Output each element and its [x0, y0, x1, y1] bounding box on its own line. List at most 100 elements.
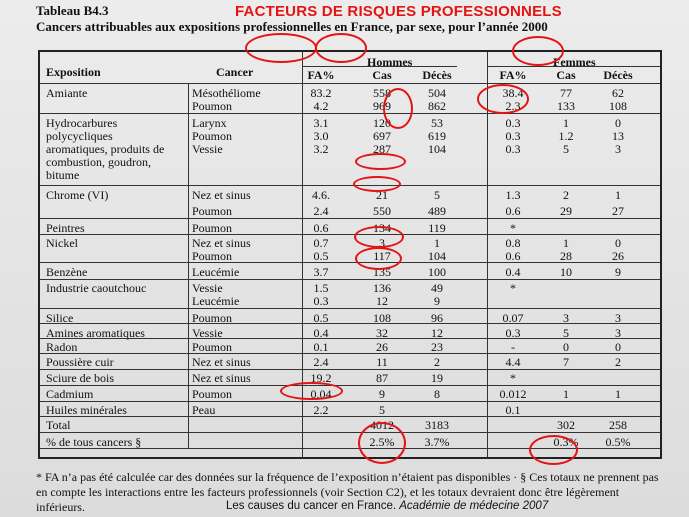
table-cell-h-deces: 862 — [428, 99, 446, 113]
table-cell-cancer: Leucémie — [192, 294, 240, 308]
table-cell-f-deces: 0.5% — [605, 435, 631, 449]
table-cell-exposition: % de tous cancers § — [46, 435, 142, 449]
table-cell-h-fa: 3.7 — [313, 265, 329, 279]
table-cell-h-cas: 108 — [373, 311, 391, 325]
table-rule — [40, 323, 660, 324]
table-cell-exposition: Peintres — [46, 221, 85, 235]
source-citation: Les causes du cancer en France. Académie… — [226, 500, 548, 512]
table-cell-exposition: Poussière cuir — [46, 355, 114, 369]
table-cell-h-deces: 489 — [428, 204, 446, 218]
table-cell-h-deces: 23 — [431, 340, 443, 354]
table-cell-h-deces: 53 — [431, 116, 443, 130]
table-cell-h-cas: 87 — [376, 371, 388, 385]
table-cell-h-deces: 1 — [434, 236, 440, 250]
table-cell-cancer: Vessie — [192, 281, 223, 295]
table-cell-h-deces: 119 — [428, 221, 446, 235]
table-cell-f-cas: 0 — [563, 340, 569, 354]
table-cell-exposition: Cadmium — [46, 387, 94, 401]
table-cell-cancer: Poumon — [192, 311, 233, 325]
table-cell-h-cas: 287 — [373, 142, 391, 156]
header-exposition: Exposition — [46, 65, 101, 79]
table-cell-h-deces: 49 — [431, 281, 443, 295]
table-cell-h-cas: 32 — [376, 326, 388, 340]
table-cell-f-cas: 1 — [563, 387, 569, 401]
table-cell-h-cas: 3 — [379, 236, 385, 250]
table-rule — [40, 185, 660, 186]
table-cell-h-cas: 117 — [373, 249, 391, 263]
table-cell-f-fa: 0.3 — [505, 142, 521, 156]
table-rule — [302, 66, 457, 67]
table-rule — [40, 432, 660, 433]
table-cell-h-deces: 12 — [431, 326, 443, 340]
table-cell-f-fa: 0.07 — [502, 311, 524, 325]
table-cell-exposition: Amiante — [46, 86, 88, 100]
table-cell-h-fa: 3.2 — [313, 142, 329, 156]
table-rule — [302, 52, 303, 457]
header-f-fa: FA% — [499, 68, 527, 82]
table-cell-f-deces: 27 — [612, 204, 624, 218]
table-cell-h-cas: 5 — [379, 403, 385, 417]
table-rule — [40, 448, 660, 449]
table-cell-exposition: combustion, goudron, — [46, 155, 151, 169]
table-cell-h-deces: 5 — [434, 188, 440, 202]
header-hommes: Hommes — [367, 55, 413, 69]
table-cell-f-fa: * — [510, 371, 516, 385]
table-cell-f-cas: 28 — [560, 249, 572, 263]
table-cell-f-deces: 62 — [612, 86, 624, 100]
table-cell-h-fa: 0.6 — [313, 221, 329, 235]
table-cell-h-cas: 21 — [376, 188, 388, 202]
table-cell-h-fa: 2.2 — [313, 403, 329, 417]
table-cell-h-fa: 4.6. — [312, 188, 330, 202]
table-cell-h-deces: 504 — [428, 86, 446, 100]
table-cell-cancer: Vessie — [192, 142, 223, 156]
table-subtitle: Cancers attribuables aux expositions pro… — [36, 19, 548, 34]
table-rule — [40, 113, 660, 114]
table-cell-h-fa: 0.5 — [313, 249, 329, 263]
table-cell-f-fa: 0.6 — [505, 249, 521, 263]
table-cell-cancer: Poumon — [192, 221, 233, 235]
slide-title: FACTEURS DE RISQUES PROFESSIONNELS — [235, 3, 562, 20]
table-cell-h-cas: 2.5% — [369, 435, 395, 449]
table-cell-h-cas: 12 — [376, 294, 388, 308]
table-cell-h-cas: 4012 — [370, 418, 394, 432]
table-rule — [40, 353, 660, 354]
table-cell-f-deces: 1 — [615, 188, 621, 202]
table-cell-exposition: Industrie caoutchouc — [46, 281, 147, 295]
table-cell-h-fa: 2.4 — [313, 204, 329, 218]
table-cell-f-fa: 0.1 — [505, 403, 521, 417]
table-cell-exposition: Radon — [46, 340, 78, 354]
table-rule — [40, 416, 660, 417]
table-cell-cancer: Nez et sinus — [192, 355, 251, 369]
table-cell-cancer: Leucémie — [192, 265, 240, 279]
table-cell-h-deces: 96 — [431, 311, 443, 325]
table-rule — [188, 83, 189, 448]
table-cell-exposition: polycycliques — [46, 129, 113, 143]
table-cell-h-cas: 697 — [373, 129, 391, 143]
table-cell-f-fa: 0.3 — [505, 116, 521, 130]
table-cell-f-deces: 258 — [609, 418, 627, 432]
table-cell-h-fa: 0.7 — [313, 236, 329, 250]
table-cell-cancer: Poumon — [192, 340, 233, 354]
table-rule — [40, 369, 660, 370]
table-cell-f-cas: 1.2 — [558, 129, 574, 143]
table-cell-h-cas: 26 — [376, 340, 388, 354]
header-h-deces: Décès — [422, 68, 452, 82]
table-cell-cancer: Nez et sinus — [192, 188, 251, 202]
table-cell-f-cas: 1 — [563, 116, 569, 130]
table-rule — [40, 385, 660, 386]
table-cell-h-fa: 0.04 — [310, 387, 332, 401]
table-cell-f-cas: 29 — [560, 204, 572, 218]
table-rule — [487, 66, 660, 67]
table-rule — [487, 52, 488, 457]
table-rule — [40, 218, 660, 219]
table-cell-h-cas: 135 — [373, 265, 391, 279]
table-cell-cancer: Poumon — [192, 129, 233, 143]
table-cell-h-deces: 3.7% — [424, 435, 450, 449]
table-cell-f-fa: - — [511, 340, 515, 354]
table-cell-h-fa: 3.1 — [313, 116, 329, 130]
table-cell-f-cas: 302 — [557, 418, 575, 432]
table-cell-cancer: Peau — [192, 403, 216, 417]
table-cell-h-deces: 3183 — [425, 418, 449, 432]
table-number: Tableau B4.3 — [36, 3, 109, 18]
